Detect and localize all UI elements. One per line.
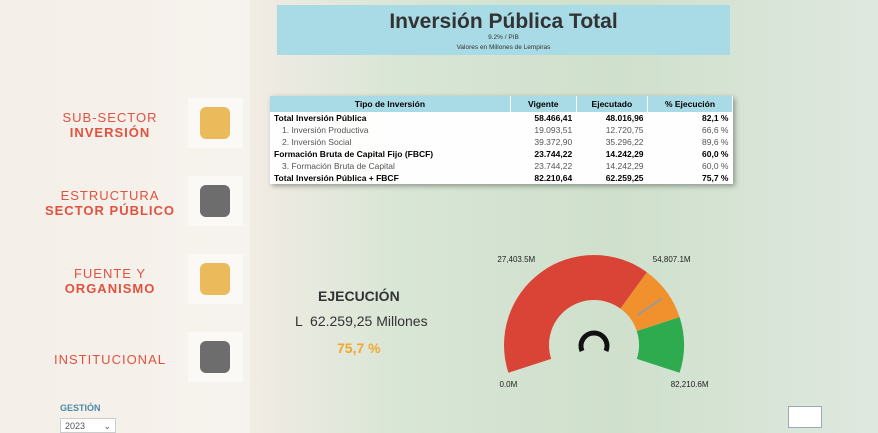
gauge-label: 27,403.5M [497,255,535,264]
table-cell: 89,6 % [702,137,729,147]
gauge-label: 82,210.6M [671,380,709,389]
nav-item[interactable]: INSTITUCIONAL [35,352,185,367]
table-cell: 39.372,90 [534,137,573,147]
nav-line1: SUB-SECTOR [62,110,158,125]
table-cell: 14.242,29 [605,149,644,159]
kpi-title: EJECUCIÓN [318,288,400,304]
gauge-band [620,272,680,332]
gauge-center [578,330,610,352]
table-cell: 2. Inversión Social [282,137,352,147]
column-header: % Ejecución [647,96,733,112]
kpi-amount: L 62.259,25 Millones [295,313,428,329]
table-cell: Total Inversión Pública [274,113,367,123]
table-cell: 19.093,51 [534,125,573,135]
table-cell: 14.242,29 [605,161,644,171]
table-cell: 3. Formación Bruta de Capital [282,161,395,171]
icon [200,263,230,295]
table-row: Formación Bruta de Capital Fijo (FBCF) 23… [270,148,733,160]
table: Tipo de Inversión Vigente Ejecutado% Ejecu… [270,96,733,184]
table-card: Tipo de Inversión Vigente Ejecutado% Ejecu… [270,96,733,184]
column-header: Vigente [510,96,577,112]
table-row: 2. Inversión Social 39.372,90 35.296,22 89,… [270,136,733,148]
table-row: Total Inversión Pública + FBCF 82.210,64 6… [270,172,733,184]
nav-line1: INSTITUCIONAL [54,352,166,367]
header-row: Tipo de Inversión Vigente Ejecutado% Ejecu… [270,96,733,112]
gauge: 0.0M 82,210.6M 27,403.5M 54,807.1M [497,255,709,389]
note: Valores en Millones de Lempiras [456,44,551,51]
table-cell: 12.720,75 [605,125,644,135]
nav-item[interactable]: FUENTE Y ORGANISMO [35,266,185,296]
table-cell: Total Inversión Pública + FBCF [274,173,399,183]
icon [200,341,230,373]
nav-line2: INVERSIÓN [69,125,151,140]
column-header: Ejecutado [576,96,649,112]
title: Inversión Pública Total [389,10,618,33]
filter-value: 2023 [65,421,86,431]
table-cell: 48.016,96 [605,113,644,123]
column-header: Tipo de Inversión [270,96,511,112]
kpi-percent: 75,7 % [337,340,381,356]
table-cell: 66,6 % [702,125,729,135]
table-row: Total Inversión Pública 58.466,41 48.016,9… [270,112,733,124]
nav-line1: ESTRUCTURA [60,188,160,203]
nav-item[interactable]: ESTRUCTURA SECTOR PÚBLICO [35,188,185,218]
table-cell: 82,1 % [702,113,729,123]
table-cell: 23.744,22 [534,161,573,171]
table-row: 3. Formación Bruta de Capital 23.744,22 14… [270,160,733,172]
title-box: Inversión Pública Total 9.2% / PIB Valor… [277,5,730,55]
nav-line2: ORGANISMO [64,281,156,296]
table-cell: 82.210,64 [534,173,573,183]
nav-line1: FUENTE Y [73,266,147,281]
table-cell: 1. Inversión Productiva [282,125,369,135]
table-cell: 75,7 % [702,173,729,183]
subtitle: 9.2% / PIB [488,34,519,41]
table-cell: 23.744,22 [534,149,573,159]
logo [788,406,822,428]
gauge-label: 54,807.1M [653,255,691,264]
filter-label: GESTIÓN [60,403,101,413]
table-cell: 58.466,41 [534,113,573,123]
table-cell: 60,0 % [702,149,729,159]
gauge-label: 0.0M [500,380,518,389]
table-cell: Formación Bruta de Capital Fijo (FBCF) [274,149,434,159]
filter-dropdown[interactable]: 2023 ⌄ [60,418,116,433]
gauge-band [504,255,647,373]
table-cell: 35.296,22 [605,137,644,147]
nav-line2: SECTOR PÚBLICO [44,203,176,218]
gauge-band [636,317,684,373]
table-cell: 60,0 % [702,161,729,171]
nav-item[interactable]: SUB-SECTOR INVERSIÓN [35,110,185,140]
icon [200,107,230,139]
table-row: 1. Inversión Productiva 19.093,51 12.720,7… [270,124,733,136]
gauge-needle [637,297,663,316]
icon [200,185,230,217]
table-cell: 62.259,25 [605,173,644,183]
